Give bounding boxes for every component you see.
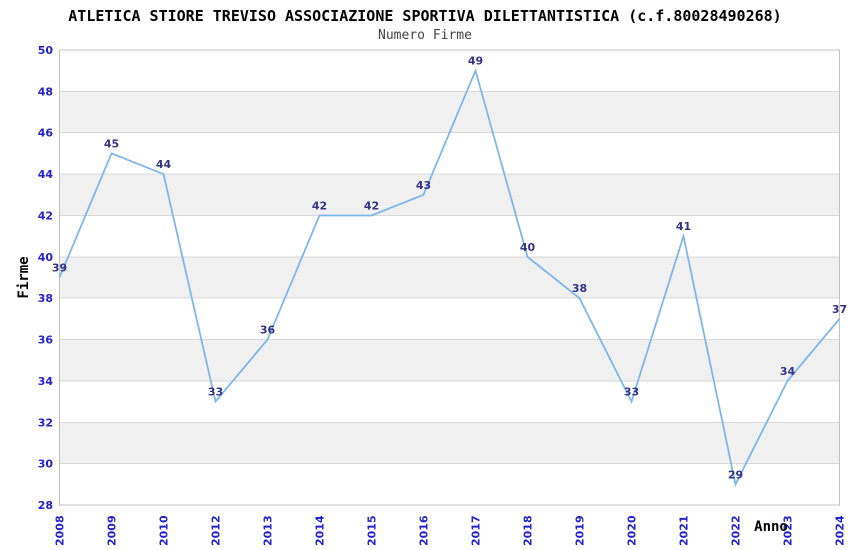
x-tick-label: 2020 bbox=[626, 515, 639, 546]
data-point-label: 37 bbox=[832, 303, 847, 316]
x-tick-label: 2012 bbox=[210, 515, 223, 546]
data-point-label: 29 bbox=[728, 468, 743, 481]
data-point-label: 33 bbox=[624, 386, 639, 399]
x-tick-label: 2017 bbox=[470, 515, 483, 546]
x-axis-tick-labels: 2008 2009 2010 2012 2013 2014 2015 2016 2017 2018… bbox=[54, 515, 847, 546]
x-tick-label: 2016 bbox=[418, 515, 431, 546]
y-tick-label: 36 bbox=[38, 334, 54, 347]
data-point-label: 33 bbox=[208, 386, 223, 399]
data-point-label: 38 bbox=[572, 282, 587, 295]
x-tick-label: 2013 bbox=[262, 515, 275, 546]
y-tick-label: 48 bbox=[38, 85, 53, 98]
x-tick-label: 2010 bbox=[158, 515, 171, 546]
data-point-label: 49 bbox=[468, 55, 483, 68]
chart-title: ATLETICA STIORE TREVISO ASSOCIAZIONE SPO… bbox=[68, 7, 781, 25]
y-tick-label: 32 bbox=[38, 416, 53, 429]
data-point-label: 34 bbox=[780, 365, 796, 378]
x-tick-label: 2015 bbox=[366, 515, 379, 546]
plot-band bbox=[59, 174, 840, 216]
x-tick-label: 2019 bbox=[574, 515, 587, 546]
data-point-label: 44 bbox=[156, 158, 172, 171]
x-tick-label: 2021 bbox=[678, 515, 691, 546]
data-point-label: 43 bbox=[416, 179, 431, 192]
y-tick-label: 44 bbox=[38, 168, 54, 181]
y-tick-label: 34 bbox=[38, 375, 54, 388]
x-tick-label: 2008 bbox=[54, 515, 67, 546]
plot-band bbox=[59, 256, 840, 299]
y-axis-tick-labels: 28 30 32 34 36 38 40 42 44 46 48 50 bbox=[38, 44, 54, 512]
x-axis-title: Anno bbox=[754, 519, 788, 535]
x-tick-label: 2018 bbox=[522, 515, 535, 546]
data-labels-layer: 39 45 44 33 36 42 42 43 49 40 38 33 41 29 34 37 bbox=[52, 55, 847, 482]
y-tick-label: 40 bbox=[38, 251, 54, 264]
y-tick-label: 46 bbox=[38, 127, 54, 140]
data-point-label: 36 bbox=[260, 324, 276, 337]
data-point-label: 40 bbox=[520, 241, 536, 254]
x-tick-label: 2009 bbox=[106, 515, 119, 546]
x-tick-label: 2022 bbox=[730, 515, 743, 546]
plot-band bbox=[59, 422, 840, 464]
y-axis-title: Firme bbox=[16, 256, 32, 298]
chart-subtitle: Numero Firme bbox=[378, 28, 472, 43]
plot-band bbox=[59, 91, 840, 133]
y-tick-label: 50 bbox=[38, 44, 54, 57]
data-point-label: 39 bbox=[52, 262, 67, 275]
y-tick-label: 38 bbox=[38, 292, 53, 305]
data-point-label: 45 bbox=[104, 137, 119, 150]
data-point-label: 42 bbox=[312, 199, 327, 212]
y-tick-label: 30 bbox=[38, 458, 54, 471]
y-tick-label: 28 bbox=[38, 499, 53, 512]
y-tick-label: 42 bbox=[38, 209, 53, 222]
series-line bbox=[58, 68, 841, 487]
data-point-label: 42 bbox=[364, 199, 379, 212]
x-tick-label: 2024 bbox=[834, 515, 847, 546]
plot-band bbox=[59, 339, 840, 381]
x-tick-label: 2023 bbox=[782, 515, 795, 546]
plot-bands-layer bbox=[59, 91, 840, 464]
data-point-label: 41 bbox=[676, 220, 691, 233]
x-tick-label: 2014 bbox=[314, 515, 327, 546]
